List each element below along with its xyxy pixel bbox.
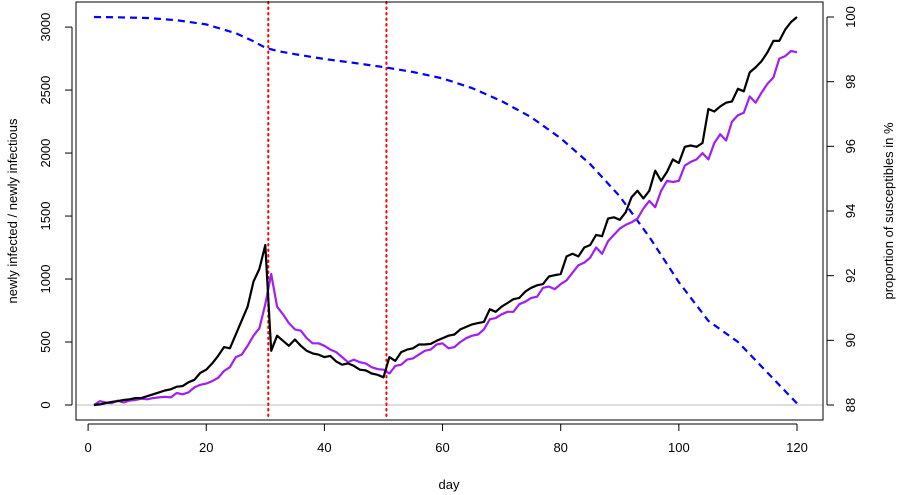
- y-axis-right-title: proportion of susceptibles in %: [881, 122, 896, 299]
- series-line-susceptibles: [93, 15, 798, 405]
- y-right-tick-label: 88: [843, 398, 858, 412]
- y-left-tick-label: 0: [38, 401, 53, 408]
- x-tick-label: 0: [84, 440, 91, 455]
- y-left-tick-label: 500: [38, 331, 53, 353]
- x-tick-label: 120: [786, 440, 808, 455]
- y-right-tick-label: 96: [843, 139, 858, 153]
- y-left-tick-label: 3000: [38, 13, 53, 42]
- plot-frame: [75, 1, 824, 421]
- x-tick-label: 80: [553, 440, 567, 455]
- x-tick-label: 40: [317, 440, 331, 455]
- x-tick-label: 100: [668, 440, 690, 455]
- y-left-tick-label: 1000: [38, 265, 53, 294]
- y-right-tick-label: 90: [843, 333, 858, 347]
- plot-area: [76, 1, 823, 421]
- y-right-tick-label: 92: [843, 268, 858, 282]
- series-line-newly-infected: [93, 16, 798, 407]
- y-right-tick-label: 94: [843, 204, 858, 218]
- y-left-tick-label: 2500: [38, 76, 53, 105]
- x-tick-label: 60: [435, 440, 449, 455]
- y-left-tick-label: 2000: [38, 139, 53, 168]
- y-left-tick-label: 1500: [38, 202, 53, 231]
- x-tick-label: 20: [199, 440, 213, 455]
- y-right-tick-label: 100: [843, 6, 858, 28]
- y-right-tick-label: 98: [843, 74, 858, 88]
- series-line-newly-infectious: [93, 49, 798, 406]
- x-axis-title: day: [439, 477, 460, 492]
- y-axis-left-title: newly infected / newly infectious: [5, 118, 20, 303]
